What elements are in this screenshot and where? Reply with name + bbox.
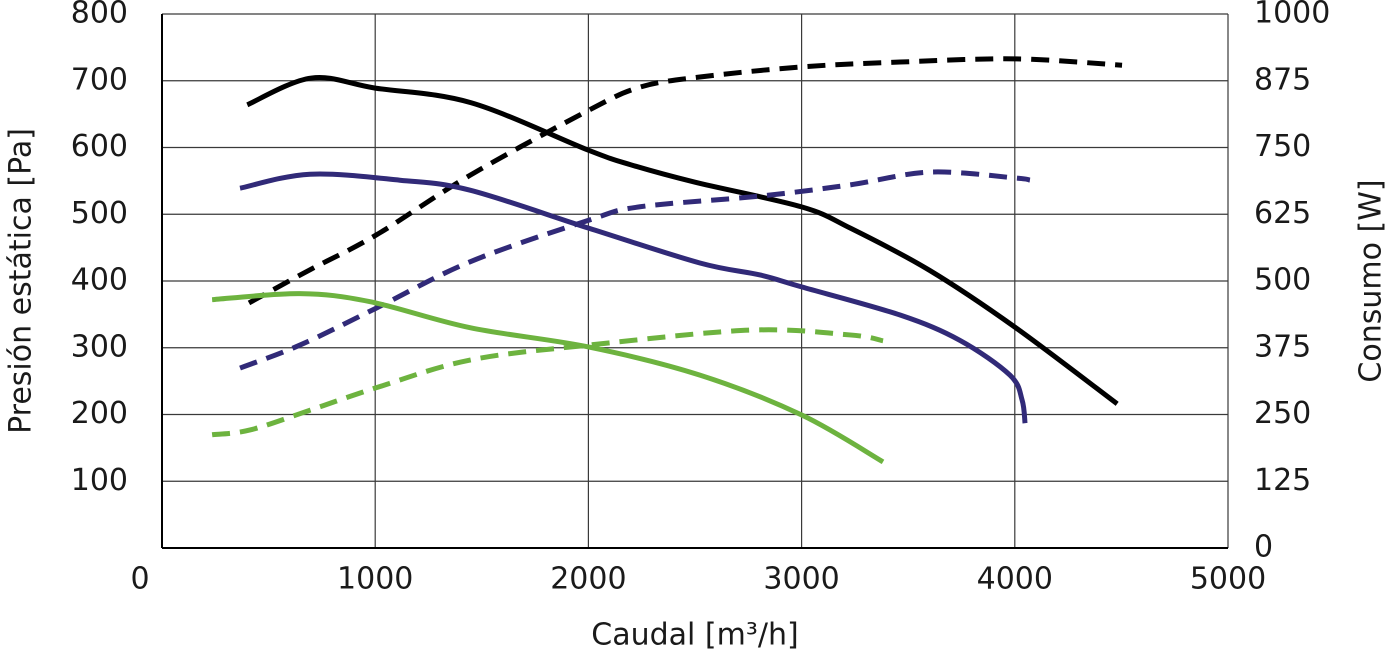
x-tick-label: 2000 [550,562,626,597]
x-tick-label: 1000 [337,562,413,597]
x-tick-label: 5000 [1190,562,1266,597]
x-tick-label: 0 [130,562,149,597]
y2-tick-label: 375 [1254,329,1311,364]
y-tick-label: 300 [71,329,128,364]
y-tick-label: 700 [71,62,128,97]
y2-tick-label: 0 [1254,530,1273,565]
y2-tick-label: 750 [1254,129,1311,164]
x-tick-label: 3000 [763,562,839,597]
series-line [211,327,884,438]
y-axis-title: Presión estática [Pa] [4,128,39,434]
y2-tick-label: 625 [1254,196,1311,231]
series-line [239,171,1028,424]
y2-tick-label: 250 [1254,396,1311,431]
series-line [246,75,1119,406]
y-tick-label: 200 [71,396,128,431]
x-axis-title: Caudal [m³/h] [591,618,798,653]
y2-tick-label: 125 [1254,463,1311,498]
y-tick-label: 600 [71,129,128,164]
y2-tick-label: 1000 [1254,0,1330,31]
y-tick-label: 400 [71,263,128,298]
y2-tick-label: 875 [1254,62,1311,97]
x-tick-label: 4000 [977,562,1053,597]
series-line [239,169,1031,371]
series-line [211,291,885,465]
y2-tick-label: 500 [1254,263,1311,298]
y-tick-label: 500 [71,196,128,231]
series-line [247,56,1123,306]
y-tick-label: 100 [71,463,128,498]
y-tick-label: 800 [71,0,128,31]
y2-axis-title: Consumo [W] [1354,179,1389,382]
